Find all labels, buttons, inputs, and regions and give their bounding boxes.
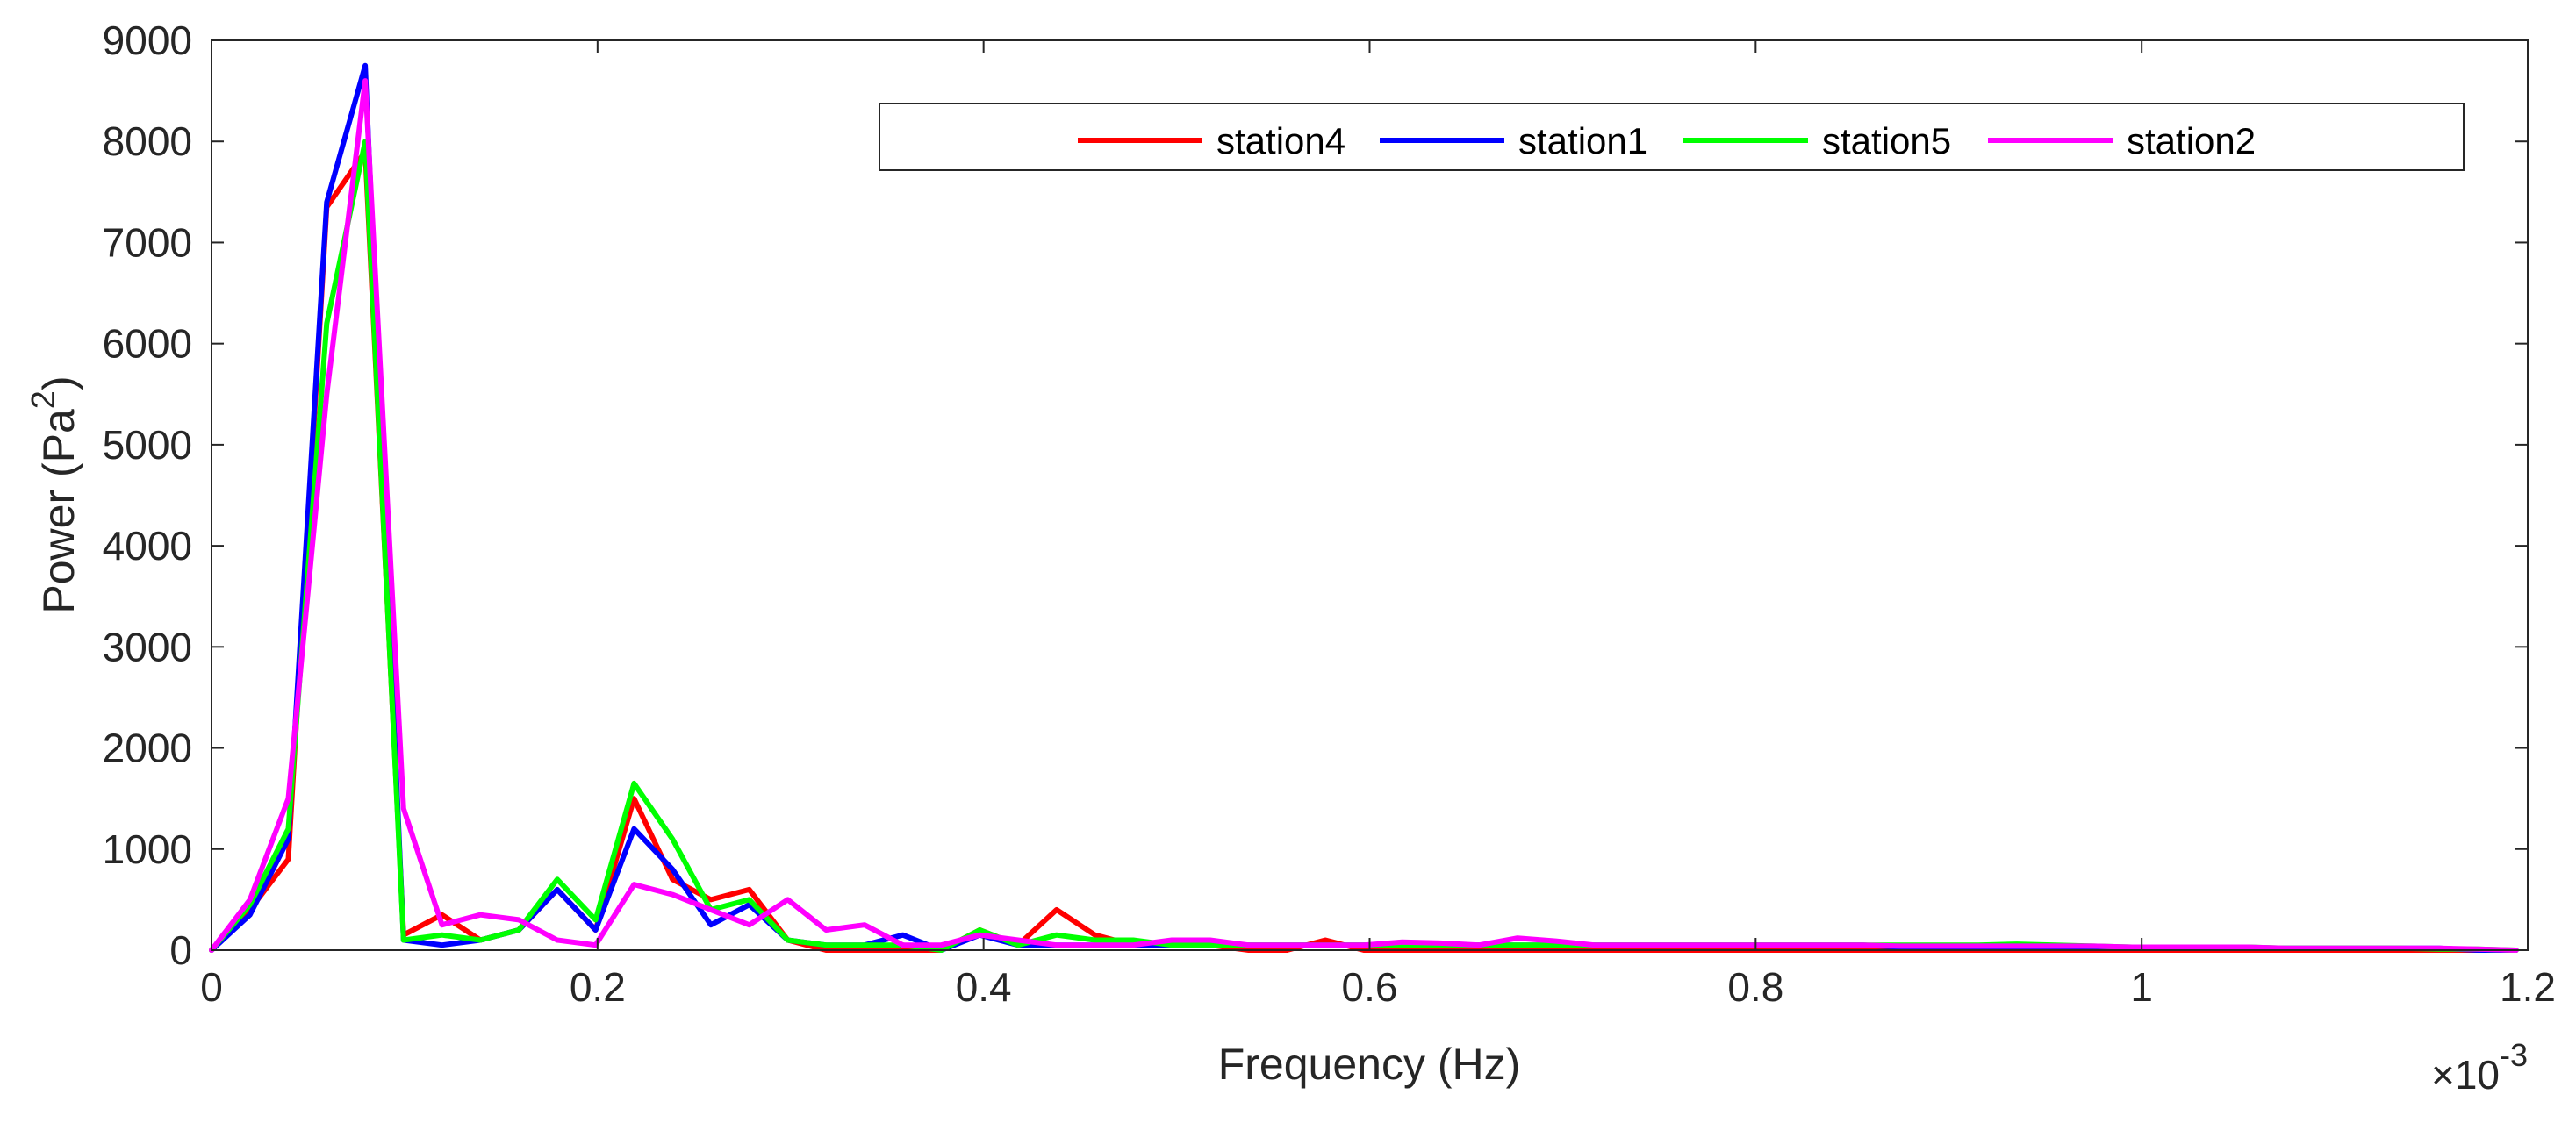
x-tick-label: 1 <box>2130 964 2153 1010</box>
legend-label-station4: station4 <box>1216 120 1345 161</box>
legend-entries: station4 station1 station5 station2 <box>1078 120 2256 161</box>
x-tick-label: 0.6 <box>1342 964 1398 1010</box>
y-axis-title-superscript: 2 <box>25 390 62 409</box>
y-tick-label: 3000 <box>103 624 192 669</box>
y-axis-title: Power (Pa2) <box>25 376 83 613</box>
y-tick-label: 9000 <box>103 18 192 63</box>
y-tick-label: 2000 <box>103 726 192 771</box>
y-tick-label: 0 <box>169 927 192 973</box>
y-tick-label: 5000 <box>103 422 192 468</box>
x-axis-title: Frequency (Hz) <box>1218 1040 1521 1089</box>
x-axis: 0 0.2 0.4 0.6 0.8 1 1.2 <box>200 40 2556 1010</box>
y-axis: 0 1000 2000 3000 4000 5000 6000 7000 8000 9000 <box>103 18 2528 973</box>
x-exponent-base: ×10 <box>2431 1052 2500 1098</box>
legend-label-station1: station1 <box>1518 120 1647 161</box>
y-tick-label: 7000 <box>103 219 192 265</box>
legend-label-station5: station5 <box>1822 120 1951 161</box>
legend-box <box>879 103 2465 171</box>
y-axis-title-suffix: ) <box>34 376 83 390</box>
x-exponent-power: -3 <box>2500 1037 2528 1073</box>
series-line-station2 <box>209 78 2519 953</box>
y-tick-label: 8000 <box>103 118 192 164</box>
y-tick-label: 6000 <box>103 321 192 367</box>
x-tick-label: 1.2 <box>2500 964 2556 1010</box>
legend-label-station2: station2 <box>2127 120 2256 161</box>
x-tick-label: 0.4 <box>956 964 1012 1010</box>
y-axis-title-prefix: Power (Pa <box>34 409 83 614</box>
x-exponent-label: ×10-3 <box>2431 1037 2528 1098</box>
x-tick-label: 0.8 <box>1727 964 1783 1010</box>
x-tick-label: 0 <box>200 964 223 1010</box>
legend: station4 station1 station5 station2 <box>879 103 2465 171</box>
x-tick-label: 0.2 <box>570 964 626 1010</box>
y-tick-label: 4000 <box>103 523 192 569</box>
y-tick-label: 1000 <box>103 826 192 872</box>
